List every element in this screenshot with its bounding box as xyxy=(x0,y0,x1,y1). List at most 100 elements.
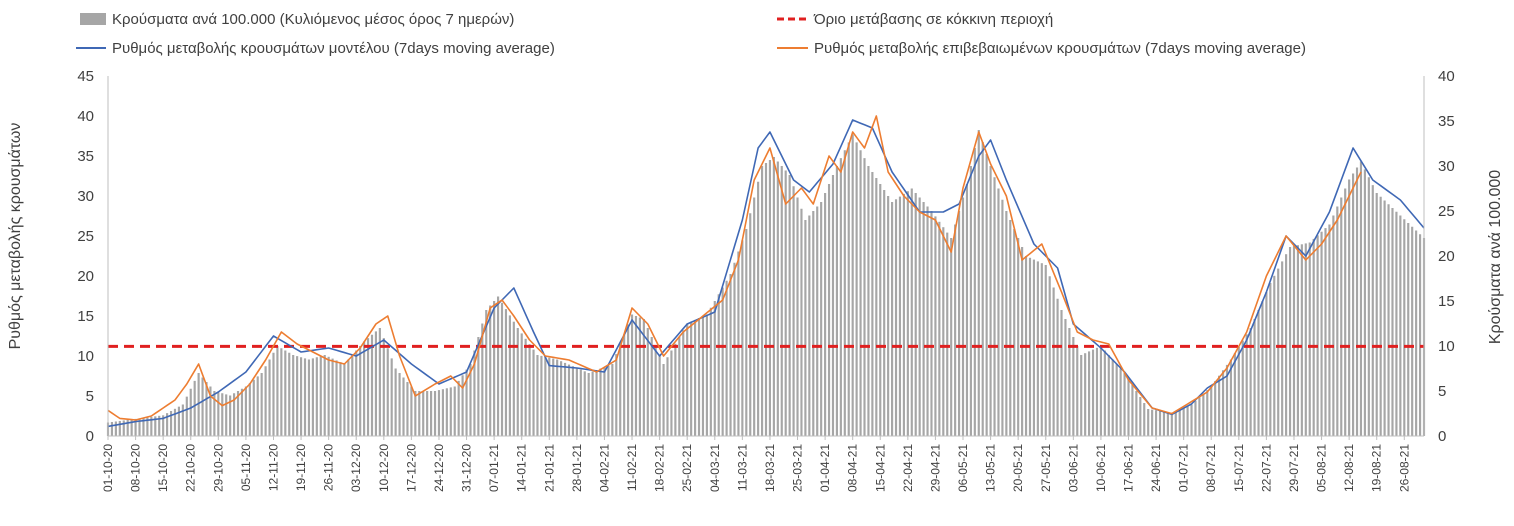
cases-bar xyxy=(1229,359,1233,436)
cases-bar xyxy=(189,388,192,436)
x-tick-label: 01-04-21 xyxy=(818,444,832,492)
cases-bar xyxy=(1017,238,1020,436)
cases-bar xyxy=(1257,310,1260,436)
y-left-tick-label: 35 xyxy=(77,148,94,165)
cases-bar xyxy=(205,382,208,436)
cases-bar xyxy=(1359,161,1363,436)
x-tick-label: 18-02-21 xyxy=(653,444,667,492)
cases-bar xyxy=(1170,412,1173,436)
cases-bar xyxy=(768,160,772,436)
cases-bar xyxy=(855,142,858,437)
cases-bar xyxy=(650,337,653,436)
cases-bar xyxy=(461,375,464,436)
cases-bar xyxy=(355,350,358,436)
cases-bar xyxy=(1281,261,1284,436)
cases-bar xyxy=(351,355,354,436)
cases-bar xyxy=(1332,215,1335,436)
cases-bar xyxy=(272,352,275,436)
cases-bar xyxy=(1237,346,1240,436)
y-right-tick-label: 30 xyxy=(1438,158,1455,175)
cases-bar xyxy=(1111,359,1114,436)
x-tick-label: 22-04-21 xyxy=(901,444,915,492)
cases-bar xyxy=(296,356,299,437)
y-left-tick-label: 0 xyxy=(86,428,94,445)
cases-bar xyxy=(1139,397,1142,436)
x-tick-label: 29-10-20 xyxy=(211,444,225,492)
cases-bar xyxy=(1403,219,1406,436)
cases-bar xyxy=(477,337,480,436)
cases-bar xyxy=(489,305,492,436)
cases-bar xyxy=(181,404,184,436)
x-tick-label: 03-12-20 xyxy=(349,444,363,492)
cases-bar xyxy=(745,229,748,436)
cases-bar xyxy=(1308,242,1311,436)
y-axis-left-title: Ρυθμός μεταβολής κρουσμάτων xyxy=(7,123,24,350)
cases-bar xyxy=(142,417,145,436)
cases-bar xyxy=(1052,287,1055,436)
x-axis: 01-10-20 08-10-20 15-10-20 22-10-20 29-10-20… xyxy=(101,436,1411,492)
cases-bar xyxy=(717,294,720,436)
cases-bar xyxy=(453,386,456,436)
cases-bar xyxy=(981,142,984,436)
legend-item-threshold: Όριο μετάβασης σε κόκκινη περιοχή xyxy=(777,11,1053,28)
cases-bar xyxy=(177,406,180,436)
y-left-tick-label: 40 xyxy=(77,108,94,125)
cases-bar xyxy=(1379,196,1382,436)
cases-bar xyxy=(780,166,783,436)
cases-bar xyxy=(327,356,330,436)
cases-bar xyxy=(236,391,240,436)
cases-bar xyxy=(942,227,945,436)
x-tick-label: 01-10-20 xyxy=(101,444,115,492)
left-y-axis: 0 5 10 15 20 25 30 35 40 45 xyxy=(77,68,94,445)
x-tick-label: 26-11-20 xyxy=(322,444,336,491)
cases-bar xyxy=(642,319,645,436)
cases-bar xyxy=(694,319,697,436)
cases-bar xyxy=(1127,379,1130,436)
cases-bar xyxy=(835,166,838,436)
cases-bar xyxy=(563,362,567,437)
cases-bar xyxy=(1296,245,1299,436)
cases-bar xyxy=(1320,231,1323,436)
cases-bar xyxy=(426,391,429,436)
cases-bar xyxy=(1288,247,1292,436)
cases-bar xyxy=(1115,364,1118,436)
cases-bar xyxy=(1182,407,1185,436)
cases-bar xyxy=(611,364,614,436)
cases-bar xyxy=(548,357,551,436)
y-right-tick-label: 5 xyxy=(1438,383,1446,400)
cases-bar xyxy=(418,391,421,436)
cases-bar xyxy=(134,418,137,436)
cases-bar xyxy=(1355,167,1359,436)
cases-bar xyxy=(248,383,251,437)
cases-bar xyxy=(1304,243,1307,436)
y-axis-right-title: Κρούσματα ανά 100.000 xyxy=(1487,170,1504,344)
cases-bar xyxy=(532,349,535,436)
cases-bar xyxy=(311,358,314,437)
cases-bar xyxy=(690,321,693,436)
cases-bar xyxy=(347,359,350,436)
cases-bar xyxy=(969,166,972,436)
cases-bar xyxy=(225,394,228,437)
cases-bar xyxy=(1269,283,1272,436)
cases-bar xyxy=(879,184,882,436)
cases-bar xyxy=(363,341,366,436)
x-tick-label: 11-02-21 xyxy=(625,444,639,491)
cases-bar xyxy=(402,377,405,436)
x-tick-label: 29-07-21 xyxy=(1287,444,1301,492)
cases-bar xyxy=(764,163,768,436)
legend-swatch-cases xyxy=(80,13,106,25)
cases-bar xyxy=(1292,246,1296,436)
x-tick-label: 20-05-21 xyxy=(1011,444,1025,492)
cases-bar xyxy=(335,360,338,436)
cases-bar xyxy=(118,420,121,436)
cases-bar xyxy=(449,387,452,436)
x-tick-label: 31-12-20 xyxy=(460,444,474,492)
cases-bar xyxy=(800,208,803,436)
x-tick-label: 12-08-21 xyxy=(1342,444,1356,492)
cases-bar xyxy=(977,130,980,436)
x-tick-label: 25-03-21 xyxy=(791,444,805,492)
cases-bar xyxy=(1418,234,1422,436)
cases-bar xyxy=(733,262,736,436)
x-tick-label: 11-03-21 xyxy=(735,444,749,491)
